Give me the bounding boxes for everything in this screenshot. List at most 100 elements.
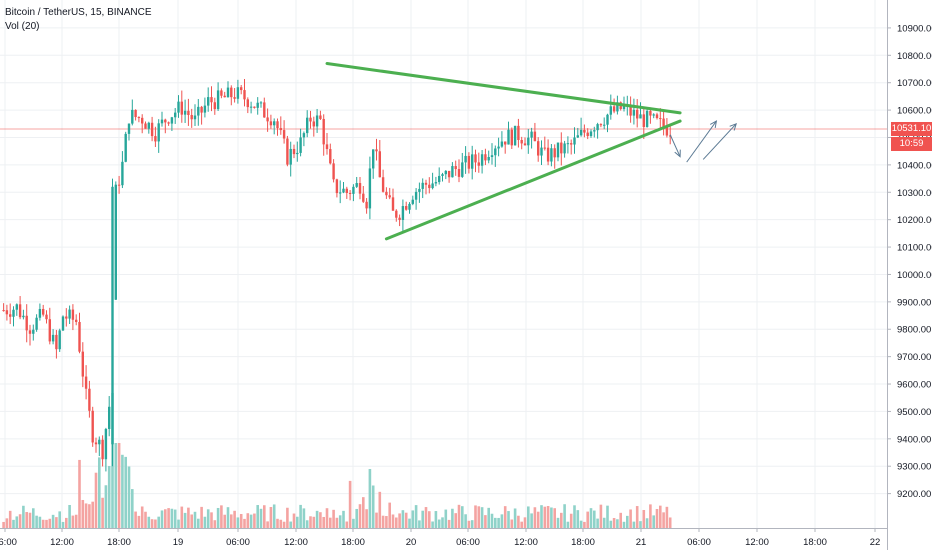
volume-bar [88,504,91,528]
candle-body [312,121,315,127]
candle-body [187,110,190,116]
candle-body [411,199,414,204]
volume-bar [335,517,339,528]
candle-body [200,106,203,113]
candle-body [124,133,127,162]
trendline-lower[interactable] [384,119,682,241]
trendline-drawings[interactable] [325,62,737,241]
candles [2,79,672,472]
candle-body [599,124,603,126]
volume-bar [223,514,226,528]
candle-body [447,170,451,178]
volume-bar [474,505,477,528]
price-tick-label: 10700.00 [897,78,932,89]
candle-body [18,304,22,318]
volume-bar [362,497,365,528]
candle-body [68,309,71,319]
candle-body [233,97,236,99]
candle-body [642,114,645,127]
candle-body [570,143,573,145]
candle-body [513,125,517,146]
candle-body [193,115,197,120]
candle-body [58,330,61,350]
candle-body [546,147,550,162]
candle-body [22,315,25,318]
volume-bar [131,489,134,528]
volume-bar [609,520,613,528]
candle-body [213,102,216,110]
volume-bar [22,505,25,528]
volume-bar [187,507,190,528]
candle-body [65,316,68,319]
candle-body [88,388,91,411]
forecast-arrow-up[interactable] [686,120,717,163]
volume-bar [342,510,345,528]
price-tick-label: 9900.00 [897,297,931,308]
candle-body [520,139,523,144]
volume-bar [665,506,669,528]
candle-body [510,129,513,146]
price-tick-label: 9800.00 [897,325,931,336]
forecast-arrow-up[interactable] [702,123,737,160]
volume-bar [140,506,144,528]
trendline-upper[interactable] [325,62,682,115]
volume-bar [101,497,104,528]
candle-body [207,97,210,106]
volume-bar [424,507,428,528]
volume-bar [61,521,65,528]
volume-bar [302,508,306,528]
candle-body [438,175,441,183]
candle-body [309,117,312,122]
candle-body [629,104,632,116]
volume-bar [167,508,170,528]
volume-bar [173,509,177,528]
volume-bar [8,510,12,528]
volume-bar [510,519,514,528]
volume-bar [418,520,421,528]
candle-body [167,122,170,124]
candle-body [45,314,48,320]
volume-bar [246,513,250,528]
candle-body [78,321,81,352]
price-tick-label: 10800.00 [897,51,932,62]
time-tick-label: 18:00 [571,537,595,548]
volume-bar [371,485,375,528]
time-tick-label: 22 [870,537,881,548]
volume-bar [18,514,22,528]
candle-body [543,147,546,149]
price-tick-label: 10100.00 [897,243,932,254]
candle-body [203,105,207,113]
volume-bar [444,509,448,528]
volume-bar [550,507,553,528]
candle-body [424,182,428,185]
time-tick-label: 19 [173,537,184,548]
volume-bar [513,508,517,528]
volume-bar [325,508,329,528]
candle-body [114,184,117,300]
candle-body [286,138,289,165]
volume-bar [243,518,246,528]
candle-body [563,143,566,154]
volume-bar [566,521,570,528]
candle-body [669,135,672,137]
volume-bar [381,515,385,528]
volume-bar [470,520,474,528]
volume-bar [259,508,263,528]
price-axis[interactable]: 10900.0010800.0010700.0010600.0010500.00… [887,0,932,550]
time-axis[interactable]: 06:00 12:00 18:00 19 06:00 12:00 18:00 20 06:00 1… [0,528,887,548]
price-tick-label: 10600.00 [897,106,932,117]
candle-body [190,115,193,120]
candle-body [649,110,652,116]
forecast-arrow-down[interactable] [669,134,681,157]
volume-bar [599,504,603,528]
candle-body [490,155,494,157]
volume-bar [391,514,395,528]
volume-bar [329,517,332,528]
volume-bar [91,501,94,528]
candle-body [358,183,362,194]
candle-body [38,308,42,318]
time-tick-label: 06:00 [687,537,711,548]
candle-body [299,137,302,153]
candle-body [665,127,669,136]
